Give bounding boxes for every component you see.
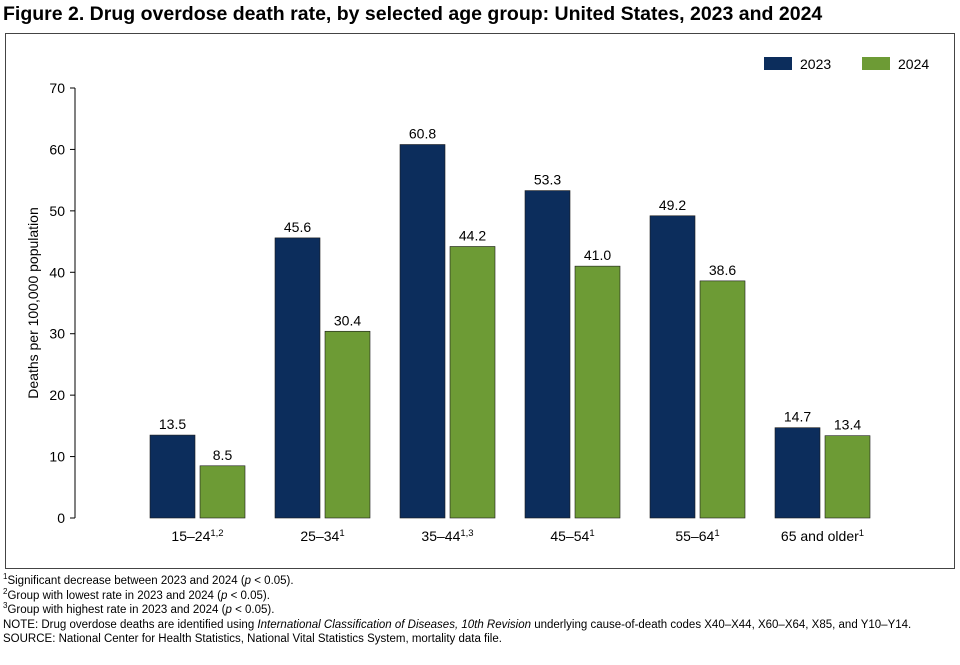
value-label: 41.0 bbox=[584, 247, 611, 263]
footnotes: 1Significant decrease between 2023 and 2… bbox=[3, 572, 953, 647]
value-label: 13.4 bbox=[834, 417, 861, 433]
note-text: underlying cause-of-death codes X40–X44,… bbox=[531, 618, 912, 631]
x-tick-text: 55–64 bbox=[675, 528, 714, 544]
footnote-text: Significant decrease between 2023 and 20… bbox=[7, 575, 245, 587]
note-text: International Classification of Diseases… bbox=[257, 618, 532, 631]
x-tick-text: 65 and older bbox=[781, 528, 859, 544]
x-tick-text: 35–44 bbox=[421, 528, 460, 544]
value-label: 8.5 bbox=[213, 447, 233, 463]
value-label: 44.2 bbox=[459, 227, 486, 243]
bar bbox=[149, 434, 196, 519]
footnote-text: p bbox=[244, 575, 252, 587]
legend-swatch bbox=[862, 57, 890, 70]
chart-frame bbox=[5, 33, 955, 569]
x-tick-label: 55–641 bbox=[675, 528, 719, 545]
bar bbox=[274, 237, 321, 519]
y-tick-label: 50 bbox=[49, 203, 65, 219]
footnote-text: p bbox=[225, 604, 232, 616]
value-label: 49.2 bbox=[659, 197, 686, 213]
note-text: NOTE: Drug overdose deaths are identifie… bbox=[3, 618, 258, 631]
y-tick-label: 70 bbox=[49, 80, 65, 96]
value-label: 60.8 bbox=[409, 126, 436, 142]
value-label: 38.6 bbox=[709, 262, 736, 278]
bar bbox=[824, 435, 871, 519]
x-tick-note: 1,3 bbox=[460, 528, 473, 539]
footnote-text: < 0.05). bbox=[251, 575, 294, 587]
legend-label: 2024 bbox=[898, 56, 929, 72]
bar bbox=[324, 330, 371, 519]
x-tick-note: 1 bbox=[589, 528, 594, 539]
bar bbox=[699, 280, 746, 519]
value-label: 14.7 bbox=[784, 409, 811, 425]
value-label: 53.3 bbox=[534, 172, 561, 188]
x-tick-label: 65 and older1 bbox=[781, 528, 864, 545]
footnote: 3Group with highest rate in 2023 and 202… bbox=[3, 601, 953, 618]
footnote-text: Group with lowest rate in 2023 and 2024 … bbox=[7, 589, 221, 602]
x-tick-text: 25–34 bbox=[300, 528, 339, 544]
y-tick-label: 30 bbox=[49, 326, 65, 342]
x-tick-note: 1 bbox=[339, 528, 344, 539]
x-tick-note: 1,2 bbox=[210, 528, 223, 539]
footnote-text: p bbox=[220, 589, 228, 602]
x-tick-label: 25–341 bbox=[300, 528, 344, 545]
footnote-text: Group with highest rate in 2023 and 2024… bbox=[7, 604, 226, 616]
source: SOURCE: National Center for Health Stati… bbox=[3, 633, 502, 645]
y-tick-label: 10 bbox=[49, 449, 65, 465]
footnote: 1Significant decrease between 2023 and 2… bbox=[3, 572, 953, 589]
footnote-text: < 0.05). bbox=[227, 589, 270, 602]
x-tick-text: 15–24 bbox=[171, 528, 210, 544]
y-tick-label: 0 bbox=[57, 510, 65, 526]
x-tick-label: 35–441,3 bbox=[421, 528, 473, 545]
bar bbox=[774, 427, 821, 519]
note: NOTE: Drug overdose deaths are identifie… bbox=[3, 618, 953, 633]
bar bbox=[524, 190, 571, 519]
y-axis-label: Deaths per 100,000 population bbox=[25, 207, 41, 398]
footnote-marker: 3 bbox=[3, 601, 8, 611]
x-tick-label: 15–241,2 bbox=[171, 528, 223, 545]
chart-title: Figure 2. Drug overdose death rate, by s… bbox=[3, 3, 822, 25]
y-tick-label: 40 bbox=[49, 264, 65, 280]
x-tick-note: 1 bbox=[714, 528, 719, 539]
footnote-marker: 1 bbox=[3, 572, 8, 582]
value-label: 45.6 bbox=[284, 219, 311, 235]
bar bbox=[574, 265, 621, 519]
chart: Figure 2. Drug overdose death rate, by s… bbox=[3, 3, 955, 569]
footnote-text: < 0.05). bbox=[231, 604, 275, 616]
legend-label: 2023 bbox=[800, 56, 831, 72]
legend-swatch bbox=[764, 57, 792, 70]
x-tick-text: 45–54 bbox=[550, 528, 589, 544]
footnote-marker: 2 bbox=[3, 586, 8, 596]
x-tick-note: 1 bbox=[859, 528, 864, 539]
bar bbox=[649, 215, 696, 519]
bar bbox=[399, 144, 446, 519]
y-tick-label: 60 bbox=[49, 141, 65, 157]
bar bbox=[199, 465, 246, 519]
bar bbox=[449, 246, 496, 519]
footnote: 2Group with lowest rate in 2023 and 2024… bbox=[3, 586, 953, 604]
y-tick-label: 20 bbox=[49, 387, 65, 403]
value-label: 30.4 bbox=[334, 312, 361, 328]
value-label: 13.5 bbox=[159, 416, 186, 432]
x-tick-label: 45–541 bbox=[550, 528, 594, 545]
